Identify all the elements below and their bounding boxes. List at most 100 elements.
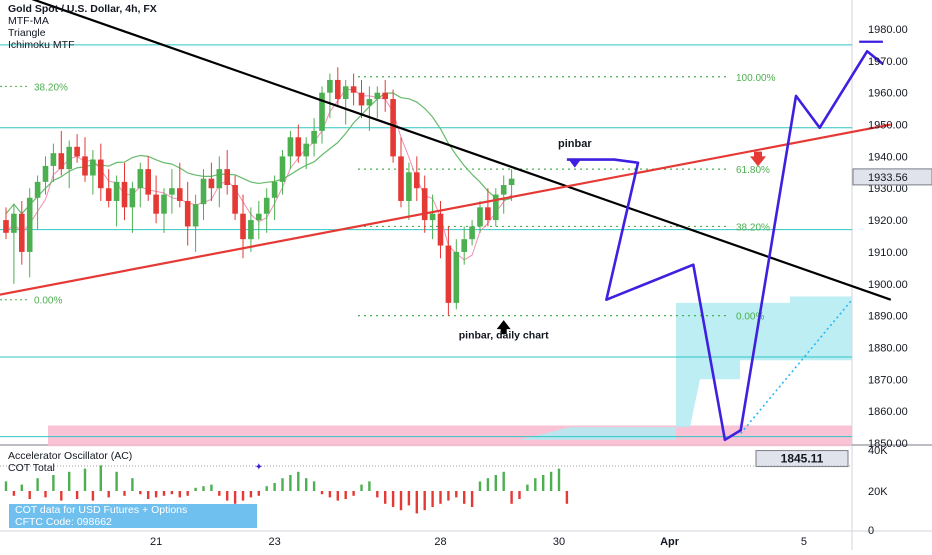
price-tick-1960: 1960.00 — [868, 88, 908, 100]
osc-bar-36 — [289, 475, 292, 491]
candle-body-35 — [279, 156, 286, 182]
osc-bar-31 — [249, 491, 253, 498]
candle-body-3 — [26, 197, 33, 252]
osc-bar-65 — [518, 491, 521, 499]
osc-bar-28 — [226, 491, 229, 501]
osc-bar-52 — [415, 491, 418, 514]
osc-tick-1: 20K — [868, 486, 888, 498]
osc-bar-53 — [423, 491, 426, 511]
osc-bar-44 — [352, 491, 355, 496]
osc-bar-46 — [368, 481, 371, 491]
osc-bar-6 — [52, 475, 55, 491]
legend-indicator-ichimoku: Ichimoku MTF — [8, 39, 75, 51]
fib-right-label-1: 61.80% — [736, 165, 770, 176]
osc-bar-26 — [210, 484, 213, 491]
osc-bar-45 — [360, 484, 363, 491]
legend-symbol: Gold Spot / U.S. Dollar, 4h, FX — [8, 3, 157, 15]
osc-bar-56 — [447, 491, 450, 501]
marked-price-label: 1845.11 — [781, 452, 824, 466]
ichimoku-cloud — [520, 296, 852, 440]
resistance-trendline — [31, 0, 892, 301]
candle-body-25 — [200, 178, 207, 205]
osc-bar-4 — [36, 478, 39, 491]
price-tick-1850: 1850.00 — [868, 438, 908, 450]
candle-body-6 — [50, 153, 57, 166]
candle-body-57 — [453, 251, 460, 303]
candle-body-33 — [263, 197, 270, 214]
osc-bar-8 — [68, 471, 71, 491]
candle-body-40 — [319, 92, 325, 131]
osc-bar-70 — [557, 468, 561, 491]
candle-body-21 — [169, 188, 175, 195]
osc-bar-39 — [312, 481, 316, 491]
osc-bar-12 — [99, 465, 102, 491]
osc-bar-9 — [75, 491, 79, 499]
price-tick-1920: 1920.00 — [868, 215, 908, 227]
sell-arrow-icon — [750, 156, 766, 167]
osc-bar-20 — [162, 491, 166, 496]
price-tick-1870: 1870.00 — [868, 374, 908, 386]
x-tick-5: 5 — [801, 536, 807, 548]
candle-body-8 — [66, 146, 72, 170]
osc-star-icon: ✦ — [255, 462, 263, 473]
price-tick-1900: 1900.00 — [868, 279, 908, 291]
osc-bar-49 — [391, 491, 395, 507]
candle-body-17 — [137, 169, 144, 189]
ma-slow-line — [5, 92, 512, 215]
candle-body-11 — [90, 159, 96, 176]
candle-body-59 — [469, 226, 475, 240]
osc-bar-57 — [455, 491, 458, 498]
candle-body-10 — [82, 156, 88, 176]
candle-body-61 — [485, 207, 491, 221]
candle-body-62 — [493, 194, 499, 221]
candle-body-22 — [177, 188, 183, 201]
candle-body-1 — [11, 213, 17, 233]
x-tick-30: 30 — [553, 536, 565, 548]
candle-body-27 — [216, 169, 223, 189]
candle-body-0 — [3, 220, 9, 233]
oscillator-title: Accelerator Oscillator (AC) — [8, 450, 133, 462]
x-tick-Apr: Apr — [660, 536, 680, 548]
osc-bar-14 — [115, 471, 118, 491]
osc-bar-11 — [91, 491, 95, 501]
fib-right-label-2: 38.20% — [736, 222, 770, 233]
osc-bar-22 — [178, 491, 181, 498]
osc-bar-54 — [431, 491, 434, 507]
price-tick-1950: 1950.00 — [868, 120, 908, 132]
candle-body-12 — [98, 159, 104, 189]
osc-bar-60 — [478, 481, 482, 491]
osc-bar-10 — [83, 468, 87, 491]
sell-arrow-stem — [754, 151, 762, 157]
candle-body-53 — [421, 188, 428, 221]
osc-bar-1 — [12, 491, 16, 496]
candle-body-29 — [232, 185, 238, 214]
cloud-projection-dotted — [740, 299, 853, 434]
candle-body-51 — [406, 172, 412, 201]
candle-body-42 — [335, 79, 341, 100]
candle-body-47 — [374, 92, 381, 100]
osc-bar-27 — [218, 491, 221, 496]
candle-body-18 — [145, 169, 151, 195]
candle-body-24 — [192, 204, 199, 227]
osc-bar-37 — [297, 471, 300, 491]
x-tick-28: 28 — [434, 536, 446, 548]
candle-body-41 — [327, 79, 333, 93]
candle-body-46 — [366, 99, 373, 106]
candle-body-20 — [161, 194, 167, 214]
candle-body-28 — [224, 169, 230, 186]
osc-bar-51 — [407, 491, 411, 506]
price-tick-1860: 1860.00 — [868, 406, 908, 418]
candle-body-16 — [129, 188, 136, 208]
candle-body-49 — [390, 99, 396, 157]
osc-bar-63 — [502, 471, 505, 491]
osc-bar-42 — [336, 491, 339, 501]
candle-body-63 — [500, 185, 507, 195]
legend-indicator-mtf-ma: MTF-MA — [8, 15, 49, 27]
osc-bar-67 — [534, 478, 537, 491]
annotation-pinbar: pinbar — [558, 138, 592, 150]
x-tick-23: 23 — [268, 536, 280, 548]
osc-bar-55 — [439, 491, 442, 504]
osc-bar-0 — [4, 481, 8, 491]
